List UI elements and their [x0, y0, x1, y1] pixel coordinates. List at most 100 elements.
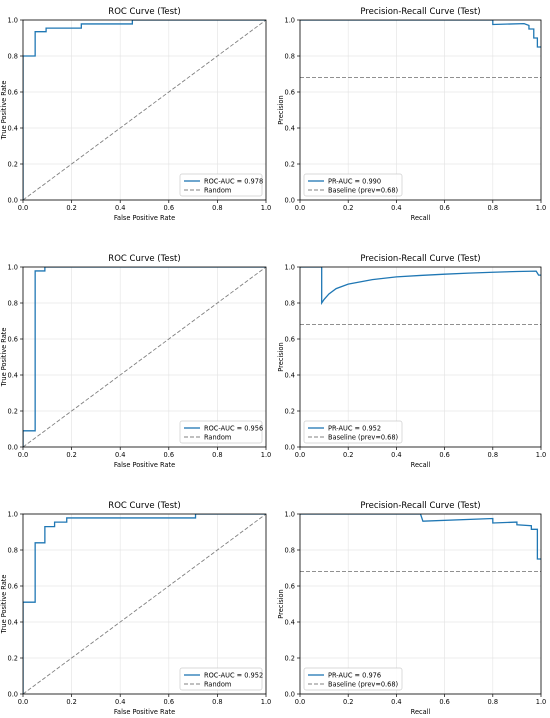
y-tick-label: 0.8 [8, 52, 19, 60]
chart-title: ROC Curve (Test) [108, 7, 180, 17]
x-tick-label: 0.2 [343, 451, 354, 459]
plot-frame [299, 266, 542, 448]
x-tick-label: 0.4 [115, 204, 126, 212]
y-tick-label: 0.6 [8, 335, 19, 343]
x-tick-label: 1.0 [536, 698, 547, 706]
legend-label: ROC-AUC = 0.956 [204, 424, 263, 432]
x-tick-label: 0.2 [66, 451, 77, 459]
pr-curve [300, 267, 541, 306]
x-tick-label: 1.0 [261, 451, 272, 459]
legend-label: Random [204, 680, 231, 688]
y-tick-label: 0.8 [285, 299, 296, 307]
pr-panel: 0.0 0.2 0.4 0.6 0.8 1.0 0.0 0.2 0.4 0.6 0.8 1.0 Prec… [277, 7, 546, 222]
x-tick-label: 0.0 [295, 451, 306, 459]
y-tick-label: 0.4 [8, 618, 19, 626]
y-tick-label: 0.0 [285, 443, 296, 451]
y-axis-label: True Positive Rate [0, 81, 8, 141]
legend-box [303, 667, 403, 691]
x-tick-label: 0.0 [295, 698, 306, 706]
legend-label: Random [204, 433, 231, 441]
x-tick-label: 1.0 [261, 698, 272, 706]
x-tick-label: 0.8 [488, 451, 499, 459]
x-axis-label: Recall [411, 214, 431, 222]
y-tick-label: 1.0 [8, 510, 19, 518]
legend-box [179, 173, 263, 197]
x-axis-label: False Positive Rate [114, 461, 175, 469]
legend-label: Baseline (prev=0.68) [328, 186, 398, 194]
y-tick-label: 0.6 [285, 88, 296, 96]
chart-title: Precision-Recall Curve (Test) [360, 501, 480, 511]
x-tick-label: 0.6 [164, 204, 175, 212]
x-tick-label: 0.6 [164, 451, 175, 459]
pr-curve [300, 20, 541, 48]
y-tick-label: 0.2 [8, 160, 19, 168]
y-tick-label: 0.8 [8, 546, 19, 554]
x-tick-label: 0.6 [164, 698, 175, 706]
random-line [23, 20, 266, 200]
plot-frame [22, 513, 267, 695]
plot-frame [299, 513, 542, 695]
legend-label: PR-AUC = 0.990 [328, 177, 381, 185]
legend-label: ROC-AUC = 0.952 [204, 671, 263, 679]
legend-box [179, 420, 263, 444]
y-tick-label: 0.0 [8, 690, 19, 698]
x-tick-label: 0.0 [18, 698, 29, 706]
y-tick-label: 0.6 [8, 88, 19, 96]
y-tick-label: 0.4 [285, 618, 296, 626]
pr-panel: 0.0 0.2 0.4 0.6 0.8 1.0 0.0 0.2 0.4 0.6 0.8 1.0 Prec… [277, 501, 546, 716]
x-tick-label: 0.8 [212, 698, 223, 706]
roc-panel: 0.0 0.2 0.4 0.6 0.8 1.0 0.0 0.2 0.4 0.6 0.8 1.0 ROC … [0, 7, 271, 222]
y-tick-label: 0.8 [8, 299, 19, 307]
y-tick-label: 1.0 [8, 263, 19, 271]
plot-frame [22, 19, 267, 201]
y-tick-label: 1.0 [285, 16, 296, 24]
x-tick-label: 0.4 [391, 204, 402, 212]
y-axis-label: True Positive Rate [0, 575, 8, 635]
x-tick-label: 0.8 [212, 451, 223, 459]
y-tick-label: 0.0 [285, 690, 296, 698]
y-axis-label: Precision [277, 95, 285, 124]
x-tick-label: 0.8 [488, 204, 499, 212]
x-axis-label: Recall [411, 708, 431, 716]
y-tick-label: 0.2 [8, 407, 19, 415]
y-tick-label: 0.4 [285, 124, 296, 132]
x-axis-label: False Positive Rate [114, 214, 175, 222]
pr-curve [300, 514, 541, 560]
chart-title: ROC Curve (Test) [108, 501, 180, 511]
plot-frame [22, 266, 267, 448]
y-tick-label: 0.2 [285, 160, 296, 168]
y-tick-label: 0.4 [285, 371, 296, 379]
roc-curve [23, 267, 266, 447]
x-tick-label: 0.4 [115, 698, 126, 706]
y-tick-label: 0.2 [285, 654, 296, 662]
x-tick-label: 1.0 [536, 204, 547, 212]
y-axis-label: True Positive Rate [0, 328, 8, 388]
random-line [23, 267, 266, 447]
x-axis-label: False Positive Rate [114, 708, 175, 716]
pr-panel: 0.0 0.2 0.4 0.6 0.8 1.0 0.0 0.2 0.4 0.6 0.8 1.0 Prec… [277, 254, 546, 469]
x-tick-label: 0.8 [488, 698, 499, 706]
random-line [23, 514, 266, 694]
legend-box [179, 667, 263, 691]
x-tick-label: 0.2 [343, 698, 354, 706]
legend-label: PR-AUC = 0.976 [328, 671, 381, 679]
y-tick-label: 0.4 [8, 371, 19, 379]
roc-curve [23, 514, 266, 694]
x-tick-label: 0.6 [439, 451, 450, 459]
y-tick-label: 0.6 [285, 582, 296, 590]
x-tick-label: 0.2 [66, 204, 77, 212]
x-tick-label: 0.0 [18, 451, 29, 459]
y-tick-label: 0.6 [8, 582, 19, 590]
y-axis-label: Precision [277, 342, 285, 371]
y-tick-label: 1.0 [285, 510, 296, 518]
y-tick-label: 0.6 [285, 335, 296, 343]
chart-title: ROC Curve (Test) [108, 254, 180, 264]
y-tick-label: 0.4 [8, 124, 19, 132]
roc-panel: 0.0 0.2 0.4 0.6 0.8 1.0 0.0 0.2 0.4 0.6 0.8 1.0 ROC … [0, 254, 271, 469]
